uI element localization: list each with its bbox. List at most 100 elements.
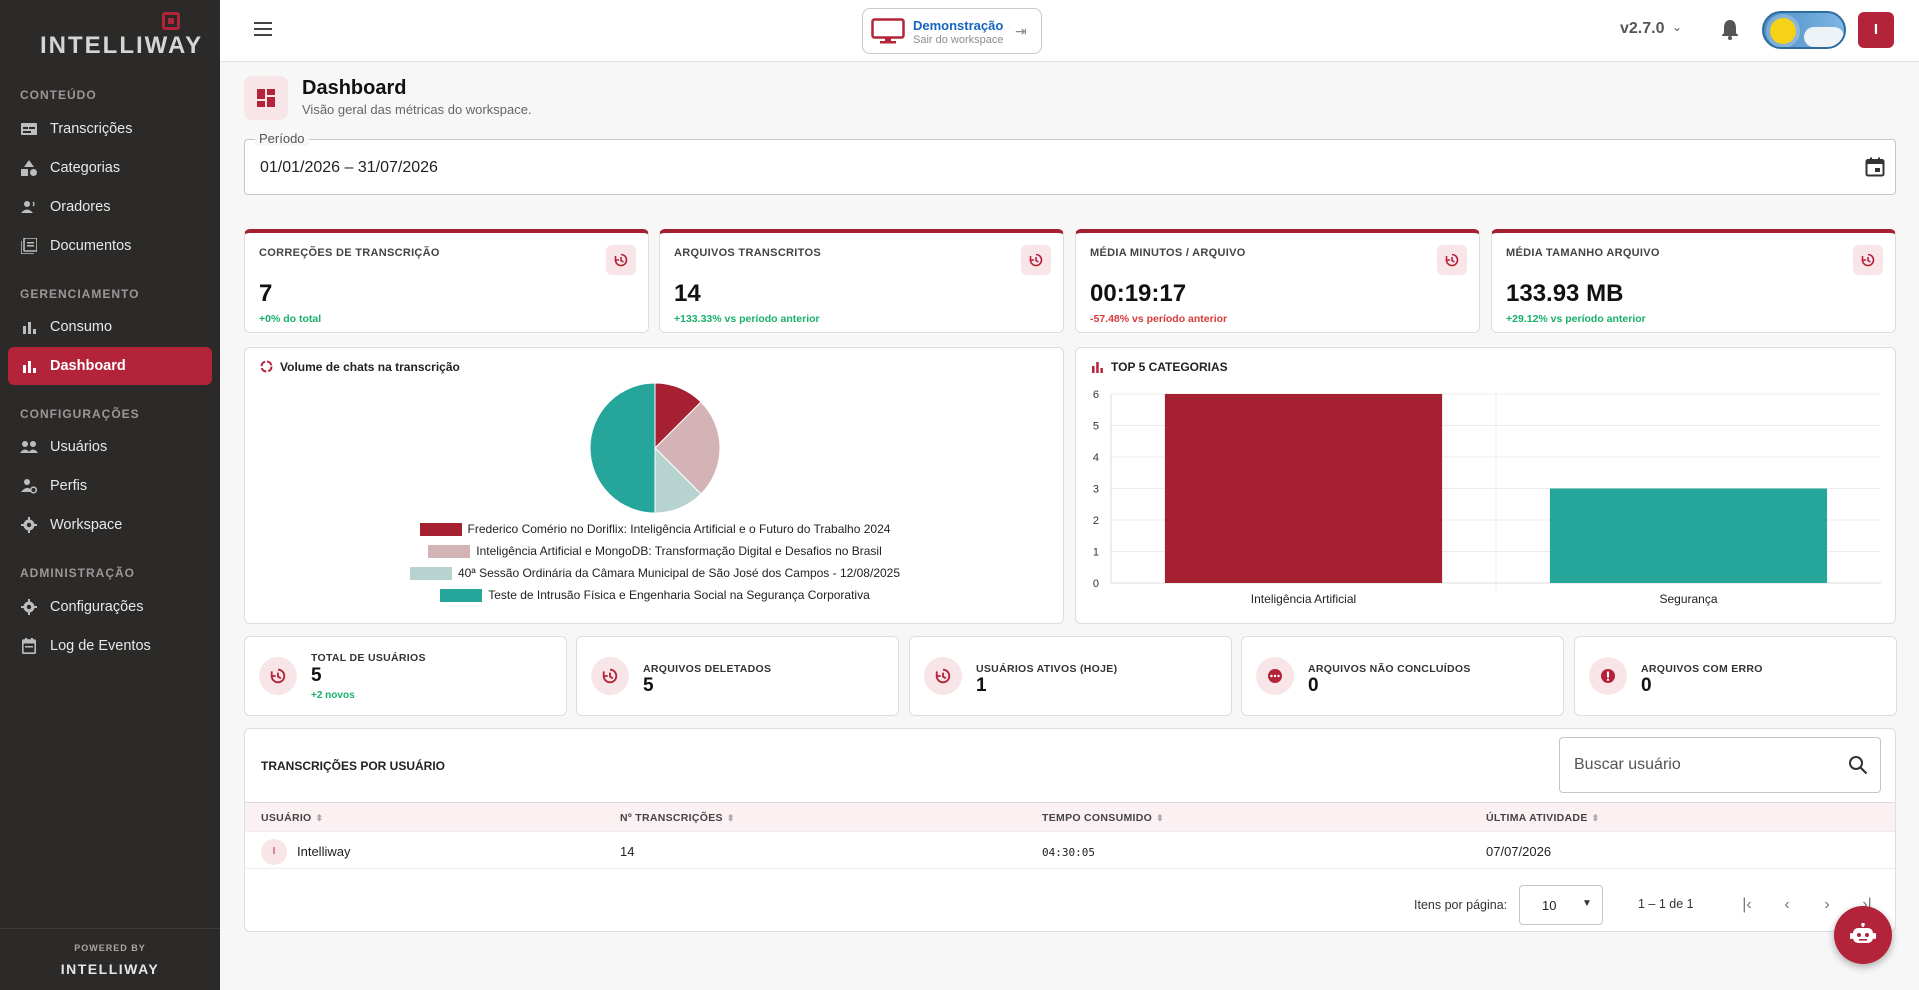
calendar-icon[interactable] <box>1865 157 1885 177</box>
sidebar-item-categorias[interactable]: Categorias <box>8 149 212 187</box>
avatar[interactable]: I <box>1858 12 1894 48</box>
stat-card-corrections: CORREÇÕES DE TRANSCRIÇÃO 7 +0% do total <box>244 229 649 333</box>
workspace-switcher[interactable]: Demonstração Sair do workspace ⇥ <box>862 8 1042 54</box>
pie-slice[interactable] <box>654 401 721 495</box>
pie-chart-panel: Volume de chats na transcrição Frederico… <box>244 347 1064 624</box>
menu-icon[interactable] <box>254 22 272 36</box>
bar-chart-panel: TOP 5 CATEGORIAS 0 1 2 3 4 5 6 Inteligência Art… <box>1075 347 1896 624</box>
y-tick-label: 2 <box>1093 515 1099 527</box>
legend-item[interactable]: Teste de Intrusão Física e Engenharia So… <box>245 588 1065 602</box>
powered-by-text: POWERED BY <box>74 943 146 953</box>
y-tick-label: 0 <box>1093 578 1099 590</box>
search-icon[interactable] <box>1848 755 1868 775</box>
sidebar-item-label: Workspace <box>50 517 123 533</box>
sidebar-item-dashboard[interactable]: Dashboard <box>8 347 212 385</box>
x-tick-label: Segurança <box>1659 592 1717 606</box>
mini-card-errors: ARQUIVOS COM ERRO 0 <box>1574 636 1897 716</box>
history-icon[interactable] <box>1853 245 1883 275</box>
stat-card-avg-minutes: MÉDIA MINUTOS / ARQUIVO 00:19:17 -57.48%… <box>1075 229 1480 333</box>
history-icon[interactable] <box>606 245 636 275</box>
column-last-activity[interactable]: ÚLTIMA ATIVIDADE ⬍ <box>1486 812 1600 824</box>
sidebar-item-workspace[interactable]: Workspace <box>8 506 212 544</box>
bar-chart-title: TOP 5 CATEGORIAS <box>1111 360 1228 374</box>
sidebar-item-transcricoes[interactable]: Transcrições <box>8 110 212 148</box>
transcriptions-table-panel: TRANSCRIÇÕES POR USUÁRIO USUÁRIO⬍ Nº TRA… <box>244 728 1896 932</box>
legend-item[interactable]: Inteligência Artificial e MongoDB: Trans… <box>245 544 1065 558</box>
legend-swatch <box>440 588 483 602</box>
sun-icon <box>1770 18 1796 44</box>
logo-mark-icon <box>162 12 180 30</box>
search-input[interactable] <box>1574 756 1834 774</box>
sidebar-item-oradores[interactable]: Oradores <box>8 188 212 226</box>
sidebar-item-usuarios[interactable]: Usuários <box>8 428 212 466</box>
sort-icon: ⬍ <box>1156 813 1164 823</box>
stat-value: 133.93 MB <box>1506 280 1624 307</box>
mini-label: ARQUIVOS DELETADOS <box>643 663 772 675</box>
sort-icon: ⬍ <box>1591 813 1600 823</box>
legend-swatch <box>419 522 462 536</box>
search-field[interactable] <box>1559 737 1881 793</box>
sidebar-item-configuracoes[interactable]: Configurações <box>8 588 212 626</box>
leave-workspace-link[interactable]: Sair do workspace <box>913 34 1004 46</box>
stat-delta: +29.12% vs período anterior <box>1506 313 1646 325</box>
user-avatar: I <box>261 839 287 865</box>
documents-icon <box>20 237 38 255</box>
history-icon[interactable] <box>1437 245 1467 275</box>
bar[interactable] <box>1549 488 1828 584</box>
column-time[interactable]: TEMPO CONSUMIDO ⬍ <box>1042 812 1164 824</box>
table-row[interactable]: I Intelliway 14 04:30:05 07/07/2026 <box>245 833 1895 869</box>
items-per-page-select[interactable]: 10 ▼ <box>1519 885 1603 925</box>
chevron-down-icon[interactable]: ⌄ <box>1672 20 1683 34</box>
last-page-icon[interactable]: ›| <box>1862 896 1872 913</box>
cell-last-activity: 07/07/2026 <box>1486 844 1552 859</box>
brand-logo[interactable]: INTELLIWAY <box>0 10 220 62</box>
page-title: Dashboard <box>302 77 407 99</box>
history-icon <box>259 657 297 695</box>
pie-chart-title: Volume de chats na transcrição <box>280 360 460 374</box>
bar[interactable] <box>1164 394 1443 583</box>
monitor-icon <box>871 18 905 44</box>
error-icon <box>1589 657 1627 695</box>
legend-item[interactable]: Frederico Comério no Doriflix: Inteligên… <box>245 522 1065 536</box>
column-user[interactable]: USUÁRIO ⬍ <box>261 812 324 824</box>
chatbot-button[interactable] <box>1834 906 1892 964</box>
bell-icon[interactable] <box>1720 18 1740 40</box>
sidebar-item-consumo[interactable]: Consumo <box>8 308 212 346</box>
items-per-page-value: 10 <box>1542 898 1557 913</box>
page-subtitle: Visão geral das métricas do workspace. <box>302 102 532 117</box>
sort-icon: ⬍ <box>315 813 324 823</box>
nav-section-conteudo: CONTEÚDO <box>20 88 97 102</box>
profile-gear-icon <box>20 477 38 495</box>
pie-slice[interactable] <box>589 382 656 514</box>
stat-card-transcribed: ARQUIVOS TRANSCRITOS 14 +133.33% vs perí… <box>659 229 1064 333</box>
legend-swatch <box>409 566 452 580</box>
history-icon <box>924 657 962 695</box>
theme-toggle[interactable] <box>1762 11 1846 49</box>
legend-label: Teste de Intrusão Física e Engenharia So… <box>488 588 870 602</box>
version-label[interactable]: v2.7.0 <box>1620 20 1665 37</box>
column-count[interactable]: Nº TRANSCRIÇÕES ⬍ <box>620 812 735 824</box>
period-field[interactable]: Período 01/01/2026 – 31/07/2026 <box>244 131 1896 195</box>
mini-label: USUÁRIOS ATIVOS (HOJE) <box>976 663 1118 675</box>
topbar: Demonstração Sair do workspace ⇥ v2.7.0 … <box>220 0 1919 62</box>
next-page-icon[interactable]: › <box>1824 896 1830 913</box>
stat-value: 7 <box>259 280 273 307</box>
nav-section-administracao: ADMINISTRAÇÃO <box>20 566 135 580</box>
first-page-icon[interactable]: |‹ <box>1742 896 1752 913</box>
sidebar-item-log-eventos[interactable]: Log de Eventos <box>8 627 212 665</box>
period-value[interactable]: 01/01/2026 – 31/07/2026 <box>260 159 438 176</box>
legend-item[interactable]: 40ª Sessão Ordinária da Câmara Municipal… <box>245 566 1065 580</box>
y-tick-label: 1 <box>1093 547 1099 559</box>
bar-chart-icon <box>20 357 38 375</box>
sidebar-item-documentos[interactable]: Documentos <box>8 227 212 265</box>
cell-time: 04:30:05 <box>1042 846 1095 859</box>
prev-page-icon[interactable]: ‹ <box>1784 896 1790 913</box>
sidebar-item-perfis[interactable]: Perfis <box>8 467 212 505</box>
transcription-icon <box>20 120 38 138</box>
table-title: TRANSCRIÇÕES POR USUÁRIO <box>261 759 446 773</box>
stat-value: 14 <box>674 280 701 307</box>
stat-delta: -57.48% vs período anterior <box>1090 313 1228 325</box>
history-icon[interactable] <box>1021 245 1051 275</box>
exit-icon[interactable]: ⇥ <box>1015 23 1027 39</box>
legend-swatch <box>428 544 471 558</box>
